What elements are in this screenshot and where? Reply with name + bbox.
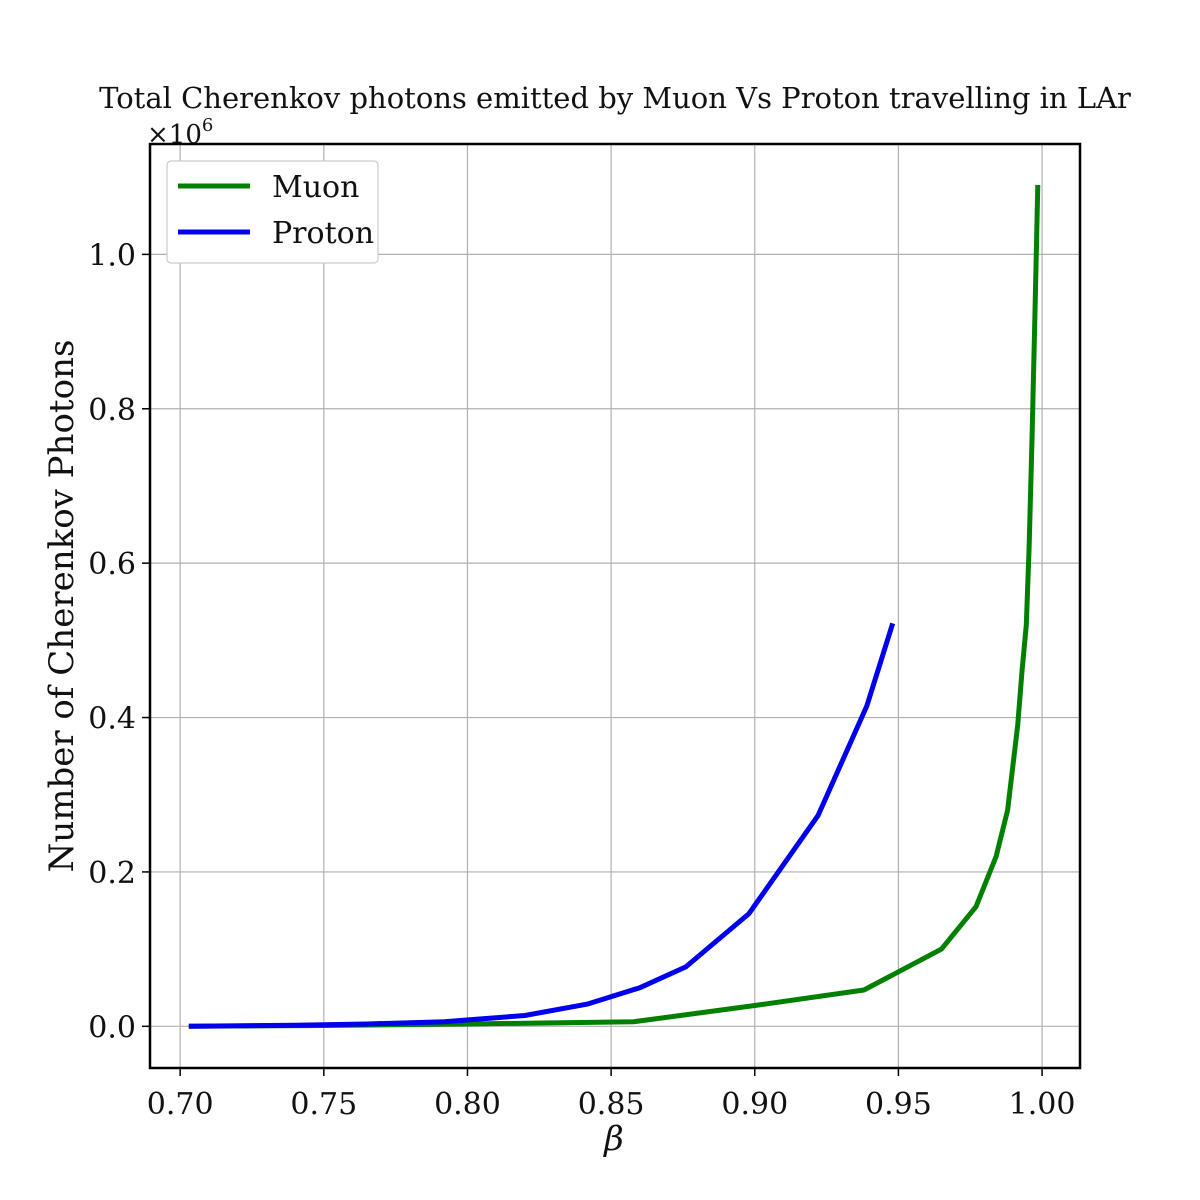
chart-title: Total Cherenkov photons emitted by Muon … bbox=[99, 81, 1131, 115]
x-tick-label: 0.80 bbox=[434, 1087, 501, 1122]
y-tick-label: 0.4 bbox=[88, 702, 136, 737]
y-tick-label: 0.0 bbox=[88, 1010, 136, 1045]
y-tick-label: 0.6 bbox=[88, 547, 136, 582]
x-tick-label: 0.90 bbox=[721, 1087, 788, 1122]
series-line-muon bbox=[188, 184, 1041, 1029]
series-line-proton bbox=[188, 622, 896, 1029]
y-offset-exponent: 6 bbox=[202, 115, 213, 136]
ticks: 0.70 0.75 0.80 0.85 0.90 0.95 1.00 0.0 0.2 0.4 0.6… bbox=[88, 238, 1075, 1122]
x-tick-label: 0.85 bbox=[578, 1087, 645, 1122]
series-group bbox=[188, 184, 1041, 1029]
y-offset-base: ×10 bbox=[147, 120, 202, 150]
x-tick-label: 0.95 bbox=[865, 1087, 932, 1122]
y-tick-label: 0.8 bbox=[88, 393, 136, 428]
y-tick-label: 1.0 bbox=[88, 238, 136, 273]
y-axis-label: Number of Cherenkov Photons bbox=[42, 340, 82, 873]
legend-label-proton: Proton bbox=[272, 216, 374, 251]
y-offset-label: ×106 bbox=[147, 115, 213, 150]
plot-frame bbox=[148, 142, 1082, 1070]
x-tick-label: 0.75 bbox=[290, 1087, 357, 1122]
y-tick-label: 0.2 bbox=[88, 856, 136, 891]
x-tick-label: 1.00 bbox=[1009, 1087, 1076, 1122]
x-axis-label: β bbox=[602, 1119, 624, 1159]
legend: Muon Proton bbox=[166, 160, 379, 264]
x-tick-label: 0.70 bbox=[147, 1087, 214, 1122]
legend-label-muon: Muon bbox=[272, 170, 359, 205]
